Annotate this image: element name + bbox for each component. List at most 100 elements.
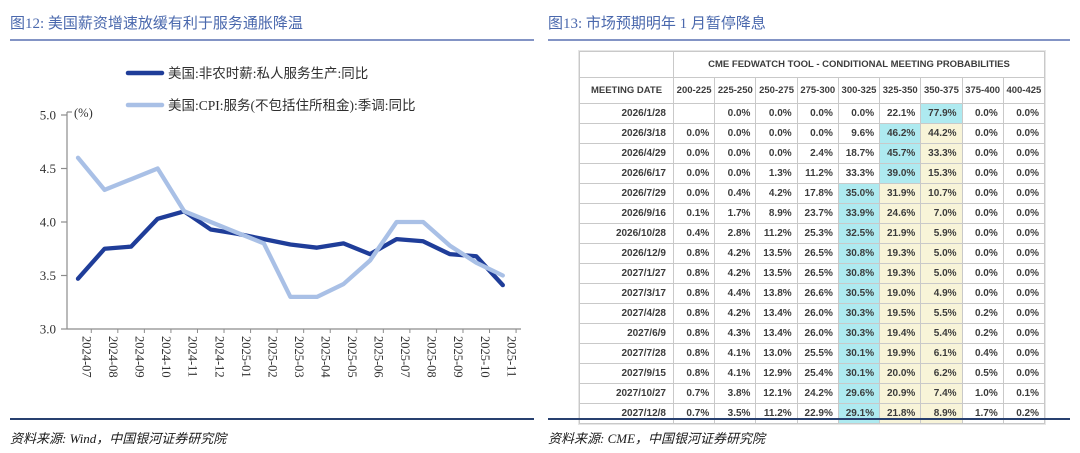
probability-cell: 0.0% (755, 123, 798, 144)
probability-cell: 0.0% (1002, 223, 1046, 244)
y-tick-label: 3.5 (40, 268, 56, 283)
probability-cell: 22.1% (879, 103, 922, 124)
probability-cell: 5.5% (920, 303, 963, 324)
probability-cell: 0.2% (961, 323, 1004, 344)
probability-cell: 0.8% (672, 343, 716, 364)
probability-cell: 4.4% (714, 283, 757, 304)
probability-cell: 0.0% (672, 143, 716, 164)
table-row: 2027/1/27 0.8% 4.2% 13.5% 26.5% 30.8% 19.3% 5.0… (579, 263, 1046, 284)
probability-cell: 4.2% (714, 263, 757, 284)
probability-cell: 26.5% (796, 243, 839, 264)
probability-cell: 45.7% (879, 143, 922, 164)
probability-cell: 0.0% (672, 163, 716, 184)
probability-cell: 0.0% (796, 103, 839, 124)
probability-cell: 0.0% (714, 103, 757, 124)
x-tick-label: 2025-10 (478, 336, 492, 378)
probability-cell: 0.0% (1002, 243, 1046, 264)
meeting-date-cell: 2027/6/9 (579, 323, 674, 344)
x-tick-label: 2024-07 (80, 336, 94, 378)
corner-cell (579, 51, 674, 78)
rate-bucket-header: 225-250 (714, 77, 757, 104)
wage-cpi-line-chart: 3.0 3.5 4.0 4.5 5.0 (%) 2024-07 2024-08 2024-09 2… (40, 66, 521, 378)
probability-cell: 1.7% (714, 203, 757, 224)
probability-cell: 30.5% (837, 283, 881, 304)
probability-cell: 4.1% (714, 363, 757, 384)
table-row: 2026/7/29 0.0% 0.4% 4.2% 17.8% 35.0% 31.9% 10.7… (579, 183, 1046, 204)
probability-cell: 31.9% (879, 183, 922, 204)
probability-cell: 20.9% (879, 383, 922, 404)
probability-cell: 0.0% (961, 223, 1004, 244)
x-tick-label: 2024-11 (186, 336, 200, 377)
probability-cell: 0.0% (961, 123, 1004, 144)
meeting-date-header: MEETING DATE (579, 77, 674, 104)
probability-cell: 0.0% (1002, 103, 1046, 124)
probability-cell: 0.0% (796, 123, 839, 144)
probability-cell: 0.0% (672, 183, 716, 204)
x-tick-label: 2025-05 (345, 336, 359, 378)
table-row: 2026/6/17 0.0% 0.0% 1.3% 11.2% 33.3% 39.0% 15.3… (579, 163, 1046, 184)
probability-cell: 15.3% (920, 163, 963, 184)
x-tick-label: 2024-10 (159, 336, 173, 378)
rate-bucket-header: 325-350 (879, 77, 922, 104)
probability-cell: 0.0% (837, 103, 881, 124)
probability-cell: 19.5% (879, 303, 922, 324)
probability-cell: 0.8% (672, 243, 716, 264)
probability-cell: 30.3% (837, 303, 881, 324)
probability-cell: 0.0% (1002, 163, 1046, 184)
probability-cell: 2.8% (714, 223, 757, 244)
probability-cell: 5.0% (920, 263, 963, 284)
probability-cell: 30.8% (837, 263, 881, 284)
probability-cell: 19.9% (879, 343, 922, 364)
probability-cell: 0.8% (672, 263, 716, 284)
probability-cell (672, 103, 716, 124)
probability-cell: 0.0% (1002, 123, 1046, 144)
x-tick-label: 2025-04 (318, 336, 332, 378)
x-tick-label: 2025-02 (265, 336, 279, 378)
table-row: 2027/4/28 0.8% 4.2% 13.4% 26.0% 30.3% 19.5% 5.5… (579, 303, 1046, 324)
table-header-row-main: CME FEDWATCH TOOL - CONDITIONAL MEETING … (579, 51, 1045, 78)
probability-cell: 0.0% (714, 123, 757, 144)
probability-cell: 13.5% (755, 263, 798, 284)
probability-cell: 23.7% (796, 203, 839, 224)
fedwatch-table-container: CME FEDWATCH TOOL - CONDITIONAL MEETING … (578, 50, 1046, 425)
probability-cell: 25.3% (796, 223, 839, 244)
probability-cell: 39.0% (879, 163, 922, 184)
rate-bucket-header: 275-300 (796, 77, 839, 104)
rate-bucket-header: 350-375 (920, 77, 963, 104)
table-row: 2026/3/18 0.0% 0.0% 0.0% 0.0% 9.6% 46.2% 44.2% 0… (579, 123, 1046, 144)
probability-cell: 24.2% (796, 383, 839, 404)
x-tick-label: 2025-08 (425, 336, 439, 378)
table-row: 2027/9/15 0.8% 4.1% 12.9% 25.4% 30.1% 20.0% 6.2… (579, 363, 1046, 384)
meeting-date-cell: 2027/7/28 (579, 343, 674, 364)
probability-cell: 26.0% (796, 303, 839, 324)
probability-cell: 8.9% (755, 203, 798, 224)
probability-cell: 19.0% (879, 283, 922, 304)
probability-cell: 3.8% (714, 383, 757, 404)
probability-cell: 4.2% (714, 243, 757, 264)
meeting-date-cell: 2026/12/9 (579, 243, 674, 264)
probability-cell: 0.0% (672, 123, 716, 144)
x-tick-label: 2025-09 (451, 336, 465, 378)
probability-cell: 33.9% (837, 203, 881, 224)
table-row: 2026/10/28 0.4% 2.8% 11.2% 25.3% 32.5% 21.9% 5.… (579, 223, 1046, 244)
probability-cell: 1.3% (755, 163, 798, 184)
probability-cell: 0.1% (1002, 383, 1046, 404)
probability-cell: 11.2% (796, 163, 839, 184)
probability-cell: 13.4% (755, 323, 798, 344)
probability-cell: 0.0% (1002, 303, 1046, 324)
x-tick-label: 2024-09 (133, 336, 147, 378)
probability-cell: 0.7% (672, 383, 716, 404)
meeting-date-cell: 2026/7/29 (579, 183, 674, 204)
table-row: 2027/3/17 0.8% 4.4% 13.8% 26.6% 30.5% 19.0% 4.9… (579, 283, 1046, 304)
probability-cell: 32.5% (837, 223, 881, 244)
probability-cell: 0.0% (714, 163, 757, 184)
legend-label-1: 美国:CPI:服务(不包括住所租金):季调:同比 (168, 98, 416, 113)
probability-cell: 0.0% (1002, 263, 1046, 284)
probability-cell: 6.1% (920, 343, 963, 364)
probability-cell: 18.7% (837, 143, 881, 164)
probability-cell: 0.0% (961, 203, 1004, 224)
probability-cell: 20.0% (879, 363, 922, 384)
probability-cell: 4.3% (714, 323, 757, 344)
probability-cell: 5.9% (920, 223, 963, 244)
meeting-date-cell: 2026/3/18 (579, 123, 674, 144)
